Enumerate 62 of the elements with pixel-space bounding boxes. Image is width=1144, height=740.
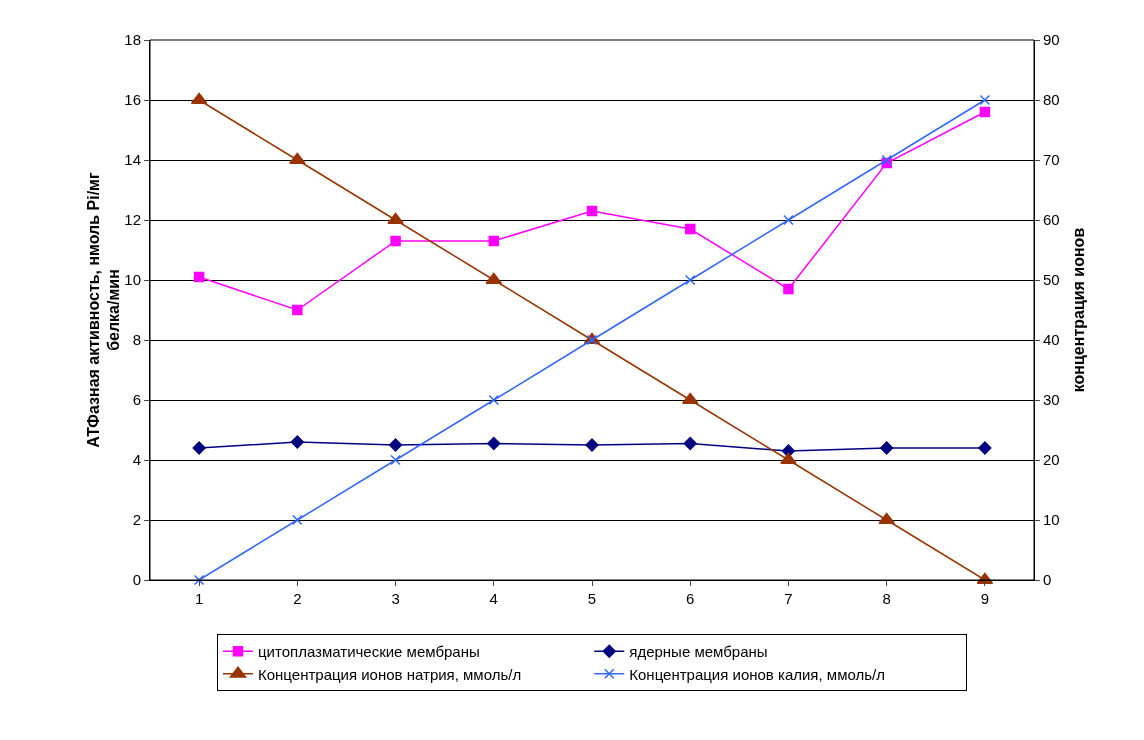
y2-tick-label: 0 xyxy=(1043,571,1052,589)
point xyxy=(289,152,306,164)
y2-tick-label: 90 xyxy=(1043,31,1060,49)
point xyxy=(979,106,991,118)
y-axis-title: АТФазная активность, нмоль Pi/мг белка/мин xyxy=(84,172,123,448)
x-tick-label: 2 xyxy=(293,590,302,607)
y2-tick-label: 60 xyxy=(1043,211,1060,229)
point xyxy=(880,441,894,455)
y2-tick-label: 30 xyxy=(1043,391,1060,409)
y-tick-label: 14 xyxy=(124,151,141,169)
point xyxy=(387,212,404,224)
point xyxy=(487,436,501,451)
x-tick-label: 7 xyxy=(784,590,793,607)
legend-label: Концентрация ионов калия, ммоль/л xyxy=(629,665,885,683)
point xyxy=(586,205,598,217)
point xyxy=(683,436,697,451)
x-tick-label: 8 xyxy=(882,590,891,607)
x-tick-label: 1 xyxy=(194,590,204,607)
y2-tick-label: 50 xyxy=(1043,271,1060,289)
y-tick-label: 16 xyxy=(124,91,141,109)
legend-label: цитоплазматические мембраны xyxy=(258,643,480,661)
legend-label: ядерные мембраны xyxy=(629,643,768,661)
y2-tick-label: 70 xyxy=(1043,151,1060,169)
point xyxy=(488,394,500,406)
y-tick-label: 4 xyxy=(132,451,141,469)
y2-tick-label: 80 xyxy=(1043,91,1060,109)
point xyxy=(292,514,303,526)
x-tick-label: 9 xyxy=(980,590,990,607)
point xyxy=(390,235,401,247)
point xyxy=(292,304,303,316)
x-tick-label: 5 xyxy=(587,590,597,607)
y-tick-label: 18 xyxy=(124,31,141,49)
point xyxy=(193,574,205,586)
point xyxy=(192,441,206,455)
legend-label: Концентрация ионов натрия, ммоль/л xyxy=(258,665,522,683)
x-tick-label: 4 xyxy=(489,590,498,607)
y2-tick-label: 40 xyxy=(1043,331,1060,349)
y-tick-label: 0 xyxy=(132,571,141,589)
point xyxy=(684,274,696,286)
point xyxy=(193,271,205,283)
x-tick-label: 3 xyxy=(391,590,400,607)
y2-tick-label: 10 xyxy=(1043,511,1060,529)
x-tick-label: 6 xyxy=(686,590,695,607)
point xyxy=(783,283,794,295)
point xyxy=(585,438,599,452)
point xyxy=(878,512,895,524)
point xyxy=(978,441,992,455)
y-tick-label: 2 xyxy=(132,511,141,529)
point xyxy=(979,94,991,106)
y-tick-label: 6 xyxy=(132,391,141,409)
point xyxy=(388,438,403,452)
y-tick-label: 12 xyxy=(124,211,141,229)
y-tick-label: 8 xyxy=(132,331,141,349)
point xyxy=(488,235,500,247)
y2-axis-title: концентрация ионов xyxy=(1070,227,1087,393)
point xyxy=(783,214,794,226)
point xyxy=(390,454,401,466)
point xyxy=(290,435,304,449)
point xyxy=(780,452,797,464)
point xyxy=(684,223,696,235)
y-tick-label: 10 xyxy=(124,271,141,289)
y2-tick-label: 20 xyxy=(1043,451,1060,469)
